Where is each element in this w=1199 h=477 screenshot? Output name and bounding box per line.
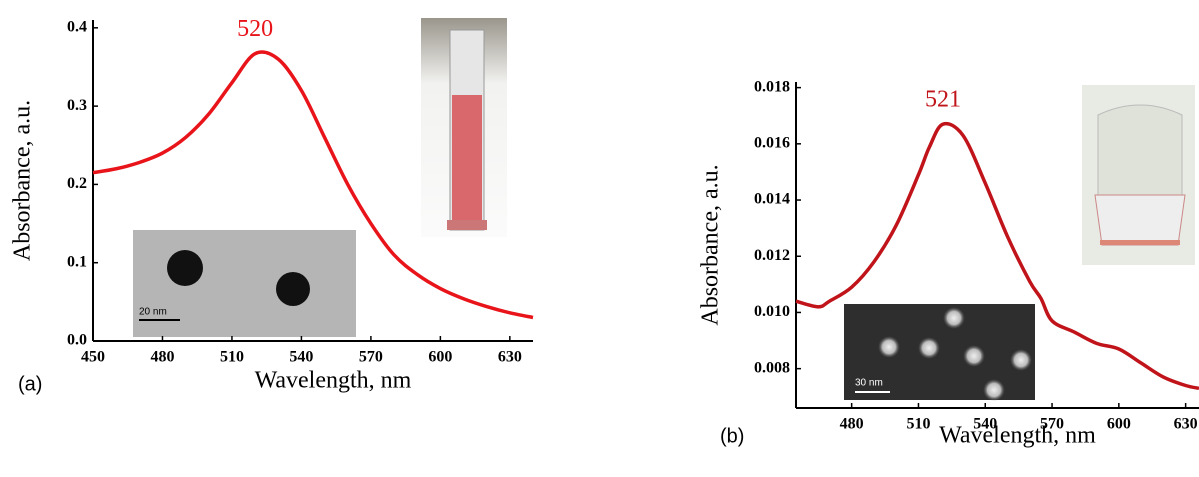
y-tick-label: 0.3 [67, 97, 87, 114]
y-tick-label: 0.0 [67, 332, 87, 349]
peak-label: 521 [925, 87, 961, 113]
tem-inset [133, 230, 356, 337]
sem-inset [844, 304, 1035, 401]
y-tick-label: 0.014 [754, 191, 790, 208]
panel-label: (b) [720, 425, 744, 447]
x-axis-label: Wavelength, nm [255, 368, 412, 394]
y-tick-label: 0.016 [754, 134, 790, 151]
peak-label: 520 [237, 16, 273, 42]
x-tick-label: 570 [1040, 416, 1064, 433]
panel-label: (a) [18, 373, 42, 395]
x-tick-label: 450 [81, 349, 105, 366]
x-tick-label: 630 [498, 349, 522, 366]
cuvette-photo-b [1082, 85, 1195, 265]
y-tick-label: 0.1 [67, 253, 87, 270]
x-tick-label: 510 [906, 416, 930, 433]
y-axis-label: Absorbance, a.u. [698, 164, 724, 325]
y-tick-label: 0.012 [754, 247, 790, 264]
x-tick-label: 600 [428, 349, 452, 366]
y-tick-label: 0.010 [754, 303, 790, 320]
x-tick-label: 480 [840, 416, 864, 433]
spectrum-line [795, 121, 1199, 391]
y-tick-label: 0.4 [67, 19, 87, 36]
y-axis-label: Absorbance, a.u. [10, 100, 36, 261]
inset-scale-label: 30 nm [855, 378, 883, 389]
y-tick-label: 0.008 [754, 359, 790, 376]
spectrum-line [92, 50, 534, 320]
cuvette-photo-a [421, 18, 507, 237]
x-tick-label: 510 [220, 349, 244, 366]
y-tick-label: 0.018 [754, 78, 790, 95]
x-tick-label: 540 [973, 416, 997, 433]
x-tick-label: 540 [289, 349, 313, 366]
x-tick-label: 600 [1107, 416, 1131, 433]
x-tick-label: 570 [359, 349, 383, 366]
inset-scale-label: 20 nm [139, 307, 167, 318]
y-tick-label: 0.2 [67, 175, 87, 192]
x-tick-label: 630 [1174, 416, 1198, 433]
x-tick-label: 480 [150, 349, 174, 366]
x-axis-label: Wavelength, nm [939, 423, 1096, 449]
